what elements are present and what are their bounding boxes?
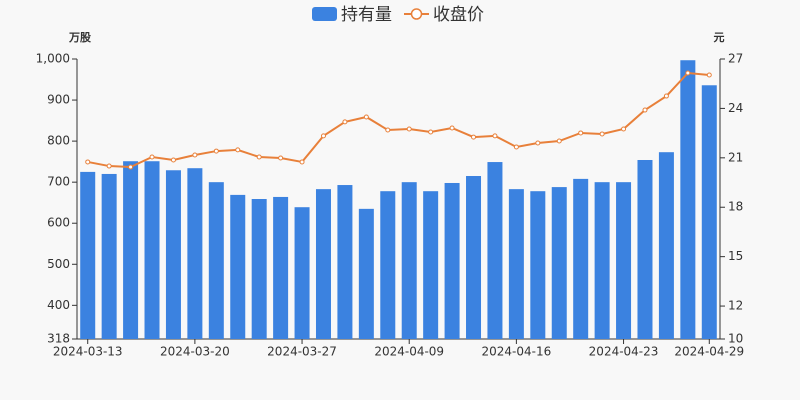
y-tick-label: 500 — [47, 257, 70, 271]
legend: 持有量 收盘价 — [312, 5, 484, 25]
y-tick-label: 800 — [47, 134, 70, 148]
price-point — [170, 157, 176, 163]
bar — [294, 207, 310, 339]
price-point — [556, 138, 562, 144]
y2-tick-label: 12 — [728, 299, 743, 313]
y-axis-label: 万股 — [68, 31, 92, 44]
price-point — [85, 159, 91, 165]
bar — [487, 162, 503, 339]
price-point — [320, 133, 326, 139]
y2-tick-label: 10 — [728, 332, 743, 346]
y2-tick-label: 27 — [728, 52, 743, 66]
bar — [594, 182, 610, 339]
bar — [680, 60, 696, 340]
bar — [123, 161, 139, 339]
bar — [208, 182, 224, 339]
bar — [337, 185, 353, 339]
price-point — [128, 164, 134, 170]
price-point — [299, 159, 305, 165]
bar — [616, 182, 632, 339]
price-point — [642, 107, 648, 113]
legend-swatch — [312, 7, 337, 21]
x-tick-label: 2024-04-09 — [374, 345, 444, 359]
price-point — [621, 126, 627, 132]
y2-tick-label: 24 — [728, 101, 743, 115]
y-tick-label: 600 — [47, 216, 70, 230]
price-point — [235, 147, 241, 153]
y-tick-label: 400 — [47, 298, 70, 312]
bar — [358, 208, 374, 339]
y-tick-label: 1,000 — [36, 52, 70, 66]
bar — [187, 168, 203, 339]
x-tick-label: 2024-03-20 — [160, 345, 230, 359]
price-point — [685, 70, 691, 76]
bar — [508, 189, 524, 339]
price-point — [149, 154, 155, 160]
price-point — [342, 119, 348, 125]
x-tick-label: 2024-04-29 — [674, 345, 744, 359]
bar — [466, 176, 482, 339]
price-point — [471, 134, 477, 140]
bar — [658, 152, 674, 339]
bar — [251, 199, 267, 339]
y2-tick-label: 18 — [728, 200, 743, 214]
bar — [423, 191, 439, 339]
legend-label: 持有量 — [341, 5, 392, 25]
y2-axis-label: 元 — [714, 31, 725, 44]
price-point — [192, 152, 198, 158]
price-point — [578, 130, 584, 136]
price-point — [213, 148, 219, 154]
bar — [401, 182, 417, 339]
legend-label: 收盘价 — [433, 5, 484, 25]
bar — [315, 189, 331, 339]
bar — [551, 187, 567, 339]
bar — [101, 173, 117, 339]
bar — [573, 178, 589, 339]
x-tick-label: 2024-04-16 — [482, 345, 552, 359]
bar — [444, 182, 460, 339]
legend-swatch — [410, 8, 423, 20]
price-point — [278, 155, 284, 161]
price-point — [406, 126, 412, 132]
bar — [273, 196, 289, 339]
bar — [701, 85, 717, 339]
price-point — [706, 72, 712, 78]
price-point — [449, 125, 455, 131]
price-point — [106, 163, 112, 169]
x-tick-label: 2024-03-13 — [53, 345, 123, 359]
price-point — [385, 127, 391, 133]
x-tick-label: 2024-04-23 — [589, 345, 659, 359]
price-point — [492, 133, 498, 139]
price-point — [599, 131, 605, 137]
bar — [380, 191, 396, 339]
y2-tick-label: 21 — [728, 150, 743, 164]
y-tick-label: 700 — [47, 175, 70, 189]
price-point — [663, 93, 669, 99]
price-point — [428, 129, 434, 135]
price-point — [535, 140, 541, 146]
bar — [144, 161, 160, 339]
y-tick-label: 318 — [47, 332, 70, 346]
price-line — [87, 71, 710, 169]
price-point — [256, 154, 262, 160]
price-point — [363, 114, 369, 120]
bar — [230, 194, 246, 339]
bar — [80, 171, 96, 339]
y-tick-label: 900 — [47, 93, 70, 107]
y2-tick-label: 15 — [728, 249, 743, 263]
bar — [165, 170, 181, 339]
price-point — [513, 144, 519, 150]
x-tick-label: 2024-03-27 — [267, 345, 337, 359]
bar — [530, 191, 546, 339]
bar — [637, 159, 653, 339]
